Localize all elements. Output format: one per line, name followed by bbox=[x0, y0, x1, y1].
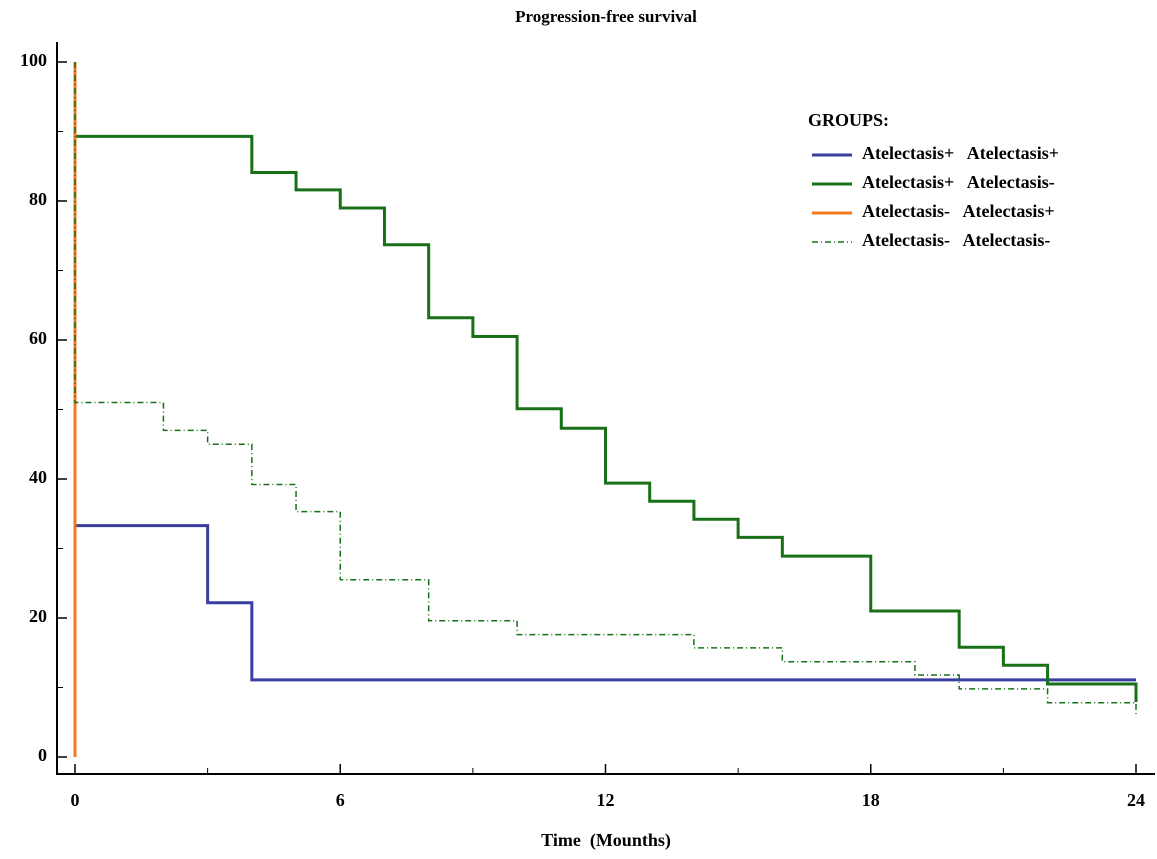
legend-title: GROUPS: bbox=[808, 110, 889, 130]
x-tick-label: 0 bbox=[71, 790, 80, 810]
x-axis-label: Time (Mounths) bbox=[541, 830, 671, 851]
y-tick-label: 100 bbox=[20, 50, 47, 70]
y-tick-label: 80 bbox=[29, 189, 47, 209]
y-tick-label: 0 bbox=[38, 745, 47, 765]
legend-label: Atelectasis+ Atelectasis+ bbox=[862, 143, 1059, 163]
x-tick-label: 12 bbox=[597, 790, 615, 810]
y-tick-label: 20 bbox=[29, 606, 47, 626]
x-tick-label: 6 bbox=[336, 790, 345, 810]
legend-label: Atelectasis- Atelectasis+ bbox=[862, 201, 1055, 221]
survival-curve bbox=[73, 62, 1138, 703]
chart-title: Progression-free survival bbox=[515, 7, 697, 26]
y-tick-label: 40 bbox=[29, 467, 47, 487]
y-tick-label: 60 bbox=[29, 328, 47, 348]
x-tick-label: 18 bbox=[862, 790, 880, 810]
x-tick-label: 24 bbox=[1127, 790, 1145, 810]
survival-curve bbox=[74, 62, 1137, 716]
legend-label: Atelectasis+ Atelectasis- bbox=[862, 172, 1055, 192]
legend-label: Atelectasis- Atelectasis- bbox=[862, 230, 1050, 250]
